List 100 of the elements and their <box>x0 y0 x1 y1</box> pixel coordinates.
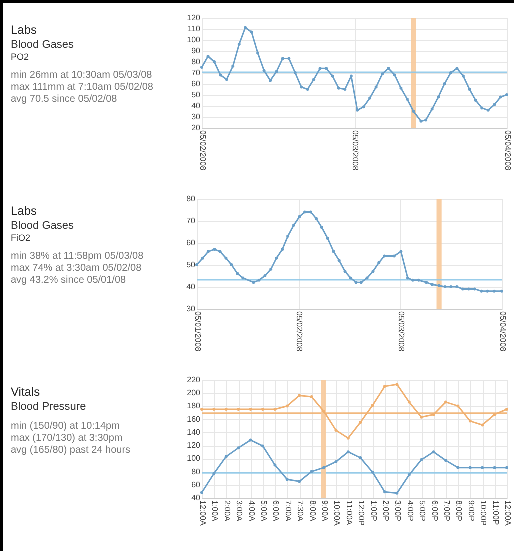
point <box>506 408 508 411</box>
point <box>412 110 416 113</box>
point <box>200 491 204 494</box>
point <box>493 466 496 470</box>
point <box>200 66 204 69</box>
y-tick-label: 120 <box>187 14 202 22</box>
point <box>372 270 375 274</box>
x-tick-label: 3:00P <box>394 500 403 522</box>
point <box>249 408 252 411</box>
y-tick-label: 40 <box>192 494 202 502</box>
point <box>264 274 267 278</box>
point <box>456 286 459 288</box>
point <box>212 472 216 476</box>
point <box>249 438 252 442</box>
point <box>258 278 261 282</box>
point <box>200 408 204 411</box>
point <box>224 455 228 458</box>
point <box>218 250 222 254</box>
point <box>309 210 312 214</box>
point <box>322 466 326 470</box>
point <box>417 278 420 282</box>
point <box>480 106 484 110</box>
x-tick-label: 05/02/2008 <box>198 130 208 172</box>
point <box>486 290 490 293</box>
point <box>306 88 310 91</box>
y-tick-label: 30 <box>192 112 202 122</box>
point <box>219 74 222 77</box>
point <box>356 108 360 112</box>
point <box>325 67 328 70</box>
point <box>312 78 316 82</box>
y-axis-title: PO2 <box>11 52 30 62</box>
point <box>371 470 374 474</box>
x-tick-label: 7:00P <box>442 500 452 522</box>
point <box>310 470 314 474</box>
x-tick-label: 4:00P <box>406 500 415 522</box>
x-tick-label: 8:00P <box>454 500 464 522</box>
y-tick-label: 50 <box>192 90 202 100</box>
point <box>359 456 362 460</box>
y-tick-label: 80 <box>192 58 202 66</box>
point <box>506 94 508 96</box>
point <box>298 215 302 218</box>
point <box>467 288 470 291</box>
point <box>331 74 334 78</box>
point <box>334 428 338 432</box>
y-tick-label: 30 <box>186 304 196 314</box>
point <box>262 444 264 448</box>
y-tick-label: 140 <box>187 428 202 437</box>
point <box>474 99 478 102</box>
x-tick-label: 05/01/2008 <box>194 312 202 352</box>
text: avg 70.5 since 05/02/08 <box>11 94 118 106</box>
y-tick-label: 120 <box>187 441 202 450</box>
point <box>225 78 228 82</box>
point <box>378 261 381 264</box>
point <box>286 478 289 482</box>
x-tick-label: 05/02/2008 <box>295 312 304 352</box>
point <box>431 283 434 286</box>
point <box>250 30 254 34</box>
text: Blood Gases <box>11 220 75 232</box>
point <box>381 72 384 76</box>
x-tick-label: 11:00A <box>344 500 354 526</box>
y-tick-label: 40 <box>186 282 196 292</box>
point <box>492 290 496 293</box>
y-tick-label: 80 <box>186 194 196 204</box>
y-tick-label: 80 <box>192 467 202 476</box>
y-tick-label: 220 <box>187 376 202 384</box>
point <box>420 458 424 462</box>
y-axis-title: FiO2 <box>11 233 32 243</box>
point <box>374 86 378 89</box>
point <box>224 256 228 260</box>
point <box>443 82 446 86</box>
y-tick-label: 70 <box>192 68 202 78</box>
point <box>346 436 350 440</box>
point <box>396 383 399 386</box>
point <box>213 248 216 252</box>
y-tick-label: 60 <box>192 80 202 88</box>
point <box>432 450 436 454</box>
point <box>456 466 460 470</box>
x-tick-label: 2:00P <box>382 500 390 522</box>
point <box>486 108 490 112</box>
point <box>499 96 502 99</box>
point <box>408 474 411 477</box>
point <box>400 250 403 254</box>
line-series <box>200 26 508 123</box>
point <box>350 74 353 78</box>
point <box>274 464 277 467</box>
point <box>366 276 369 280</box>
point <box>244 26 248 30</box>
text: Vitals <box>11 385 42 399</box>
point <box>420 416 424 419</box>
point <box>359 421 362 424</box>
point <box>481 424 484 427</box>
text: min (150/90) at 10:14pm <box>11 421 121 433</box>
point <box>406 276 410 280</box>
point <box>292 224 296 227</box>
x-tick-label: 11:00P <box>491 500 500 526</box>
point <box>387 67 390 70</box>
point <box>473 288 476 291</box>
point <box>424 118 428 122</box>
point <box>444 459 448 462</box>
x-tick-label: 12:00A <box>198 500 208 527</box>
